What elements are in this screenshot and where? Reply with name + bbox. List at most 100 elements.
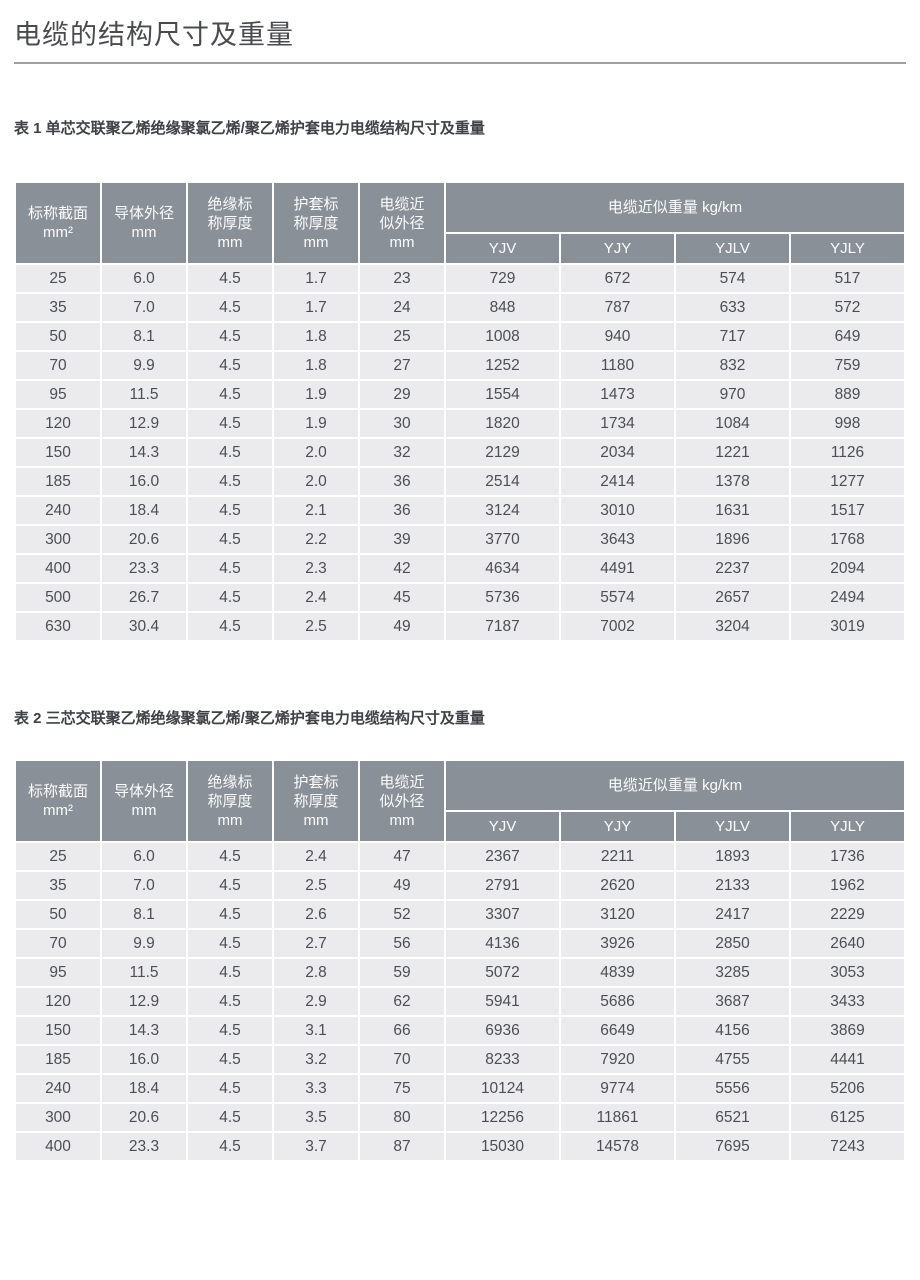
table-cell: 4.5 [186,379,274,410]
table-cell: 4156 [674,1015,791,1046]
table-cell: 4.5 [186,292,274,323]
table-cell: 4.5 [186,841,274,872]
table-cell: 6.0 [100,263,188,294]
table-cell: 240 [14,495,102,526]
col-header-approx-diameter: 电缆近 似外径 mm [358,181,446,265]
table-row: 150 14.3 4.5 2.0 32 2129 2034 1221 1126 [14,437,906,468]
table-row: 150 14.3 4.5 3.1 66 6936 6649 4156 3869 [14,1015,906,1046]
table-cell: 29 [358,379,446,410]
col-header-insulation-thickness: 绝缘标 称厚度 mm [186,759,274,843]
col-header-conductor-diameter: 导体外径 mm [100,759,188,843]
table-cell: 4.5 [186,553,274,584]
table-cell: 2.4 [272,582,360,613]
table-cell: 32 [358,437,446,468]
table-cell: 240 [14,1073,102,1104]
table-cell: 3.7 [272,1131,360,1162]
table-cell: 1.9 [272,379,360,410]
table-cell: 4634 [444,553,561,584]
table-cell: 52 [358,899,446,930]
col-header-yjlv: YJLV [674,810,791,843]
table-cell: 2.5 [272,870,360,901]
table-cell: 4.5 [186,582,274,613]
table-cell: 3.2 [272,1044,360,1075]
table-cell: 4.5 [186,466,274,497]
col-header-sheath-thickness: 护套标 称厚度 mm [272,759,360,843]
table-cell: 2.6 [272,899,360,930]
title-divider [14,62,906,64]
table-cell: 9.9 [100,928,188,959]
table-cell: 11.5 [100,957,188,988]
table-cell: 20.6 [100,524,188,555]
table-cell: 1820 [444,408,561,439]
table-cell: 500 [14,582,102,613]
table-cell: 3687 [674,986,791,1017]
table-cell: 150 [14,1015,102,1046]
table-cell: 1.9 [272,408,360,439]
table-1-header: 标称截面 mm² 导体外径 mm 绝缘标 称厚度 mm 护套标 称厚度 mm 电… [14,181,906,265]
table-cell: 2.7 [272,928,360,959]
table-cell: 24 [358,292,446,323]
table-cell: 23 [358,263,446,294]
table-row: 400 23.3 4.5 3.7 87 15030 14578 7695 7243 [14,1131,906,1162]
table-cell: 5556 [674,1073,791,1104]
table-cell: 1180 [559,350,676,381]
table-cell: 3869 [789,1015,906,1046]
table-cell: 3433 [789,986,906,1017]
table-cell: 39 [358,524,446,555]
table-cell: 1277 [789,466,906,497]
table-cell: 4.5 [186,524,274,555]
table-cell: 49 [358,870,446,901]
table-cell: 70 [14,928,102,959]
table-cell: 2494 [789,582,906,613]
table-row: 500 26.7 4.5 2.4 45 5736 5574 2657 2494 [14,582,906,613]
table-1-body: 25 6.0 4.5 1.7 23 729 672 574 517 35 7.0 4.5 1.7 24 84… [14,263,906,642]
table-cell: 62 [358,986,446,1017]
table-row: 70 9.9 4.5 2.7 56 4136 3926 2850 2640 [14,928,906,959]
table-row: 240 18.4 4.5 2.1 36 3124 3010 1631 1517 [14,495,906,526]
table-cell: 30.4 [100,611,188,642]
table-cell: 2417 [674,899,791,930]
table-row: 95 11.5 4.5 1.9 29 1554 1473 970 889 [14,379,906,410]
table-cell: 36 [358,495,446,526]
table-cell: 729 [444,263,561,294]
table-cell: 4.5 [186,263,274,294]
table-cell: 2229 [789,899,906,930]
table-cell: 630 [14,611,102,642]
table-cell: 12256 [444,1102,561,1133]
table-2-three-core-cable: 标称截面 mm² 导体外径 mm 绝缘标 称厚度 mm 护套标 称厚度 mm 电… [14,759,906,1162]
table-cell: 50 [14,899,102,930]
table-cell: 3010 [559,495,676,526]
table-cell: 2211 [559,841,676,872]
table-cell: 2620 [559,870,676,901]
table-cell: 75 [358,1073,446,1104]
table-cell: 6936 [444,1015,561,1046]
table-cell: 572 [789,292,906,323]
table-cell: 4.5 [186,928,274,959]
table-cell: 11861 [559,1102,676,1133]
table-row: 70 9.9 4.5 1.8 27 1252 1180 832 759 [14,350,906,381]
table-cell: 25 [14,263,102,294]
table-cell: 23.3 [100,553,188,584]
table-cell: 2.9 [272,986,360,1017]
table-cell: 2094 [789,553,906,584]
table-row: 240 18.4 4.5 3.3 75 10124 9774 5556 5206 [14,1073,906,1104]
table-cell: 80 [358,1102,446,1133]
table-cell: 1893 [674,841,791,872]
table-cell: 2.8 [272,957,360,988]
table-row: 300 20.6 4.5 2.2 39 3770 3643 1896 1768 [14,524,906,555]
table-cell: 517 [789,263,906,294]
table-cell: 970 [674,379,791,410]
table-cell: 14578 [559,1131,676,1162]
table-cell: 2237 [674,553,791,584]
table-cell: 2850 [674,928,791,959]
table-cell: 3204 [674,611,791,642]
table-cell: 633 [674,292,791,323]
table-cell: 2.1 [272,495,360,526]
table-cell: 70 [358,1044,446,1075]
table-cell: 1554 [444,379,561,410]
table-cell: 3.1 [272,1015,360,1046]
table-cell: 6.0 [100,841,188,872]
table-cell: 1084 [674,408,791,439]
table-row: 400 23.3 4.5 2.3 42 4634 4491 2237 2094 [14,553,906,584]
table-cell: 6649 [559,1015,676,1046]
